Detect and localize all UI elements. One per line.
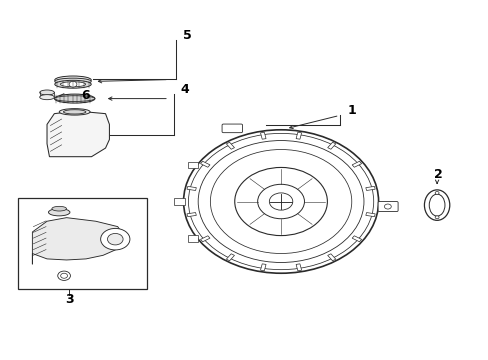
Circle shape: [269, 193, 292, 210]
Bar: [226, 142, 234, 149]
Bar: [186, 212, 196, 217]
Ellipse shape: [60, 82, 85, 87]
Ellipse shape: [54, 96, 95, 102]
Ellipse shape: [55, 76, 91, 84]
Ellipse shape: [59, 109, 90, 115]
Bar: [18, 198, 147, 289]
Bar: [365, 186, 374, 190]
Circle shape: [101, 228, 130, 250]
Ellipse shape: [55, 80, 91, 88]
Ellipse shape: [40, 95, 54, 100]
Ellipse shape: [55, 78, 91, 85]
Ellipse shape: [428, 194, 444, 216]
Circle shape: [434, 192, 438, 194]
Circle shape: [61, 273, 67, 278]
Bar: [187, 235, 198, 242]
Bar: [174, 198, 184, 205]
Ellipse shape: [48, 209, 70, 216]
FancyBboxPatch shape: [377, 202, 397, 212]
Ellipse shape: [424, 190, 449, 220]
Ellipse shape: [54, 94, 95, 103]
Circle shape: [69, 81, 77, 87]
Bar: [296, 132, 301, 139]
Text: 6: 6: [81, 89, 90, 102]
Bar: [200, 161, 209, 167]
Circle shape: [434, 216, 438, 219]
Circle shape: [58, 271, 70, 280]
Text: 1: 1: [346, 104, 355, 117]
Bar: [226, 254, 234, 261]
Text: 2: 2: [433, 168, 442, 181]
Ellipse shape: [40, 90, 54, 95]
Polygon shape: [47, 112, 109, 157]
Text: 5: 5: [182, 29, 191, 42]
Ellipse shape: [63, 110, 86, 114]
Bar: [187, 162, 198, 168]
Bar: [327, 142, 335, 149]
Bar: [186, 186, 196, 190]
Polygon shape: [32, 218, 122, 264]
Ellipse shape: [52, 206, 66, 211]
Bar: [260, 264, 265, 271]
Circle shape: [107, 233, 123, 245]
Circle shape: [183, 130, 378, 273]
Bar: [200, 236, 209, 242]
Bar: [260, 132, 265, 139]
FancyBboxPatch shape: [222, 124, 242, 133]
Text: 4: 4: [180, 83, 188, 96]
Text: 3: 3: [65, 293, 74, 306]
Bar: [327, 254, 335, 261]
Bar: [351, 161, 361, 167]
Bar: [351, 236, 361, 242]
Bar: [365, 212, 374, 217]
Bar: [296, 264, 301, 271]
